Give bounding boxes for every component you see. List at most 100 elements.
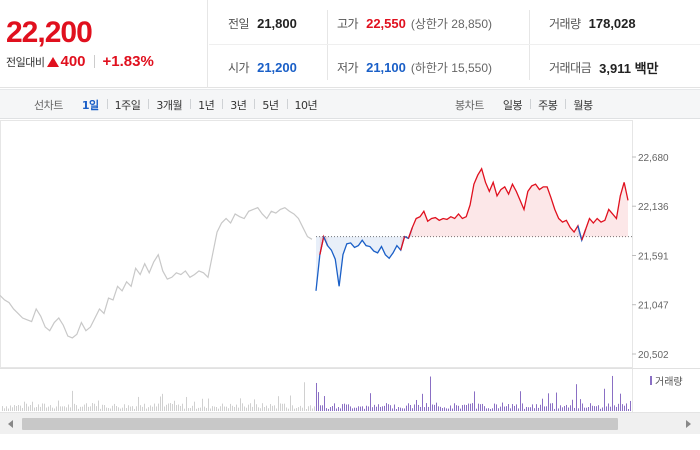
volume-bar [174, 400, 175, 411]
volume-bar [36, 407, 37, 411]
y-tick-label: 22,680 [638, 153, 669, 164]
volume-bar [432, 404, 433, 411]
volume-bar [512, 404, 513, 411]
volume-bar [250, 403, 251, 411]
volume-bar [200, 407, 201, 411]
tab-5year[interactable]: 5년 [254, 97, 286, 113]
volume-bar [144, 403, 145, 411]
volume-bar [356, 407, 357, 411]
volume-bar [472, 403, 473, 411]
volume-bar [198, 407, 199, 411]
volume-bar [374, 404, 375, 411]
tab-10year[interactable]: 10년 [286, 97, 326, 113]
volume-bar [520, 391, 521, 411]
volume-bar [616, 406, 617, 411]
arrow-left-icon [7, 420, 13, 428]
volume-bar [586, 407, 587, 411]
volume-bar [102, 404, 103, 411]
volume-bar [274, 405, 275, 411]
volume-bar [260, 408, 261, 411]
y-tick-label: 20,502 [638, 350, 669, 361]
up-price-line [581, 182, 629, 241]
volume-bar [140, 405, 141, 411]
volume-bar [578, 408, 579, 411]
volume-bar [202, 398, 203, 411]
tab-1day[interactable]: 1일 [81, 99, 99, 112]
scroll-thumb[interactable] [22, 418, 618, 430]
volume-bar [6, 406, 7, 411]
stat-label: 시가 [228, 60, 250, 75]
volume-bar [272, 405, 273, 411]
volume-bar [34, 407, 35, 411]
volume-bar [446, 408, 447, 411]
volume-bar [116, 406, 117, 411]
volume-bar [196, 408, 197, 411]
volume-bar [518, 408, 519, 411]
volume-bar [264, 406, 265, 411]
volume-bar [158, 403, 159, 411]
volume-bar [384, 405, 385, 411]
tab-weekly-candle[interactable]: 주봉 [530, 97, 565, 113]
volume-bar [258, 407, 259, 411]
volume-bar [228, 408, 229, 411]
volume-bar [542, 398, 543, 411]
volume-bar [340, 408, 341, 411]
volume-bar [420, 406, 421, 411]
volume-bar [456, 405, 457, 411]
volume-bar [392, 408, 393, 411]
volume-bar [598, 405, 599, 411]
divider [529, 10, 530, 80]
volume-bar [262, 403, 263, 411]
volume-bar [252, 406, 253, 411]
volume-bar [342, 404, 343, 411]
stat-open: 시가 21,200 [228, 58, 297, 76]
volume-bar [566, 404, 567, 411]
volume-bar [434, 404, 435, 411]
tab-daily-candle[interactable]: 일봉 [502, 99, 523, 112]
volume-bar [136, 406, 137, 411]
volume-bar [118, 407, 119, 411]
tab-3year[interactable]: 3년 [222, 97, 254, 113]
volume-bar [44, 403, 45, 411]
down-area-fill [323, 236, 405, 287]
volume-bar [38, 404, 39, 411]
volume-bar [148, 407, 149, 411]
volume-bar [284, 403, 285, 411]
change-percent: +1.83% [102, 53, 154, 70]
tab-1year[interactable]: 1년 [190, 97, 222, 113]
volume-bar [184, 408, 185, 411]
volume-bar [62, 406, 63, 411]
tab-3month[interactable]: 3개월 [148, 97, 190, 113]
volume-bar [76, 405, 77, 411]
volume-bar [618, 403, 619, 411]
volume-bar [448, 408, 449, 411]
volume-bar [236, 404, 237, 411]
volume-bar [54, 408, 55, 411]
up-area-fill [319, 236, 328, 255]
volume-bar [104, 405, 105, 411]
volume-bar [524, 408, 525, 411]
volume-bar [462, 405, 463, 411]
volume-bar [292, 405, 293, 411]
divider [209, 44, 700, 45]
volume-bar [312, 408, 313, 411]
price-chart[interactable]: 22,680 22,136 21,591 21,047 20,502 [0, 120, 700, 368]
chart-scrollbar[interactable] [0, 412, 700, 434]
stat-value: 21,100 [366, 59, 406, 75]
scroll-right-button[interactable] [680, 413, 696, 435]
volume-bar [128, 405, 129, 411]
tab-1week[interactable]: 1주일 [106, 97, 149, 113]
down-price-line [323, 236, 406, 287]
volume-bar [386, 403, 387, 411]
volume-bar [414, 404, 415, 411]
volume-bar [606, 406, 607, 411]
volume-bar [544, 406, 545, 411]
volume-bar [246, 407, 247, 411]
scroll-left-button[interactable] [2, 413, 18, 435]
previous-session-line [0, 206, 313, 339]
volume-bar [398, 407, 399, 411]
period-tab-bar: 선차트 1일 1주일 3개월 1년 3년 5년 10년 봉차트 일봉 주봉 월봉 [0, 89, 700, 119]
volume-bar [602, 407, 603, 411]
volume-bar [326, 408, 327, 411]
tab-monthly-candle[interactable]: 월봉 [565, 97, 600, 113]
